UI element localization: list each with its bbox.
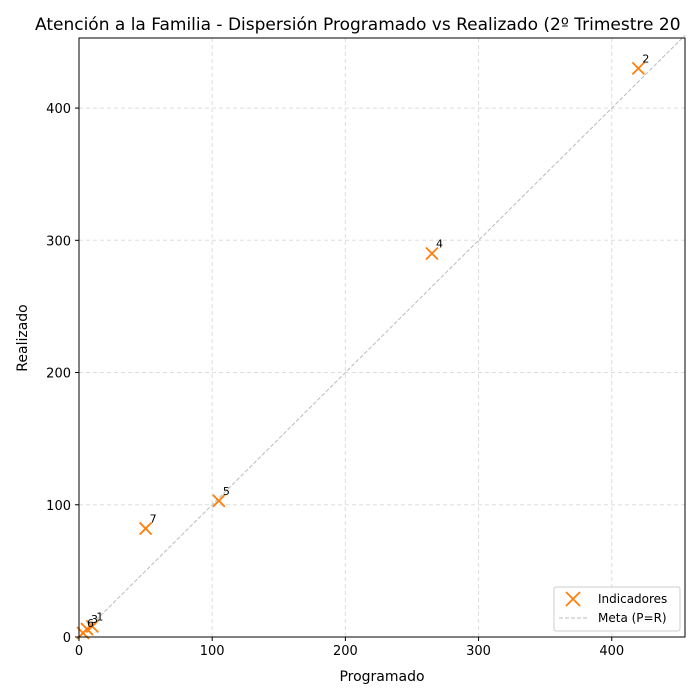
legend-box: [553, 586, 681, 632]
point-label: 7: [150, 513, 157, 526]
plot-frame: [78, 37, 686, 638]
marker-stroke: [425, 246, 439, 261]
ticks-group: 0 100 200 300 400 0 100 200 300 400: [46, 102, 624, 659]
marker-stroke: [212, 494, 226, 508]
reference-line: [78, 35, 686, 638]
points-group: 1 2 3 4 5 6 7: [76, 52, 649, 640]
point-label: 4: [436, 238, 443, 251]
grid: [78, 38, 685, 638]
y-axis-label: Realizado: [15, 304, 31, 371]
legend-label-indicadores: Indicadores: [598, 592, 667, 606]
data-point-5: [212, 494, 226, 508]
point-label: 3: [91, 613, 98, 626]
legend-label-meta: Meta (P=R): [598, 611, 667, 625]
data-point-2: [631, 61, 646, 76]
x-tick-label: 400: [599, 644, 624, 659]
chart-title: Atención a la Familia - Dispersión Progr…: [35, 15, 681, 35]
point-label: 1: [96, 610, 103, 623]
y-tick-label: 300: [46, 234, 71, 249]
data-point-7: [138, 521, 153, 536]
point-label: 6: [87, 617, 94, 630]
marker-stroke: [631, 61, 646, 76]
y-tick-label: 200: [46, 367, 71, 382]
x-axis-label: Programado: [339, 669, 424, 685]
y-tick-label: 0: [63, 631, 71, 646]
x-tick-label: 100: [200, 644, 225, 659]
legend-marker-x-icon: [565, 591, 581, 607]
point-label: 5: [223, 485, 230, 498]
x-tick-label: 0: [75, 644, 83, 659]
marker-stroke: [138, 521, 153, 536]
reference-line-group: [78, 35, 686, 638]
data-point-4: [425, 246, 439, 261]
point-label: 2: [642, 52, 649, 65]
x-tick-label: 200: [333, 644, 358, 659]
y-tick-label: 100: [46, 499, 71, 514]
y-tick-label: 400: [46, 102, 71, 117]
x-tick-label: 300: [466, 644, 491, 659]
legend: Indicadores Meta (P=R): [553, 586, 681, 632]
